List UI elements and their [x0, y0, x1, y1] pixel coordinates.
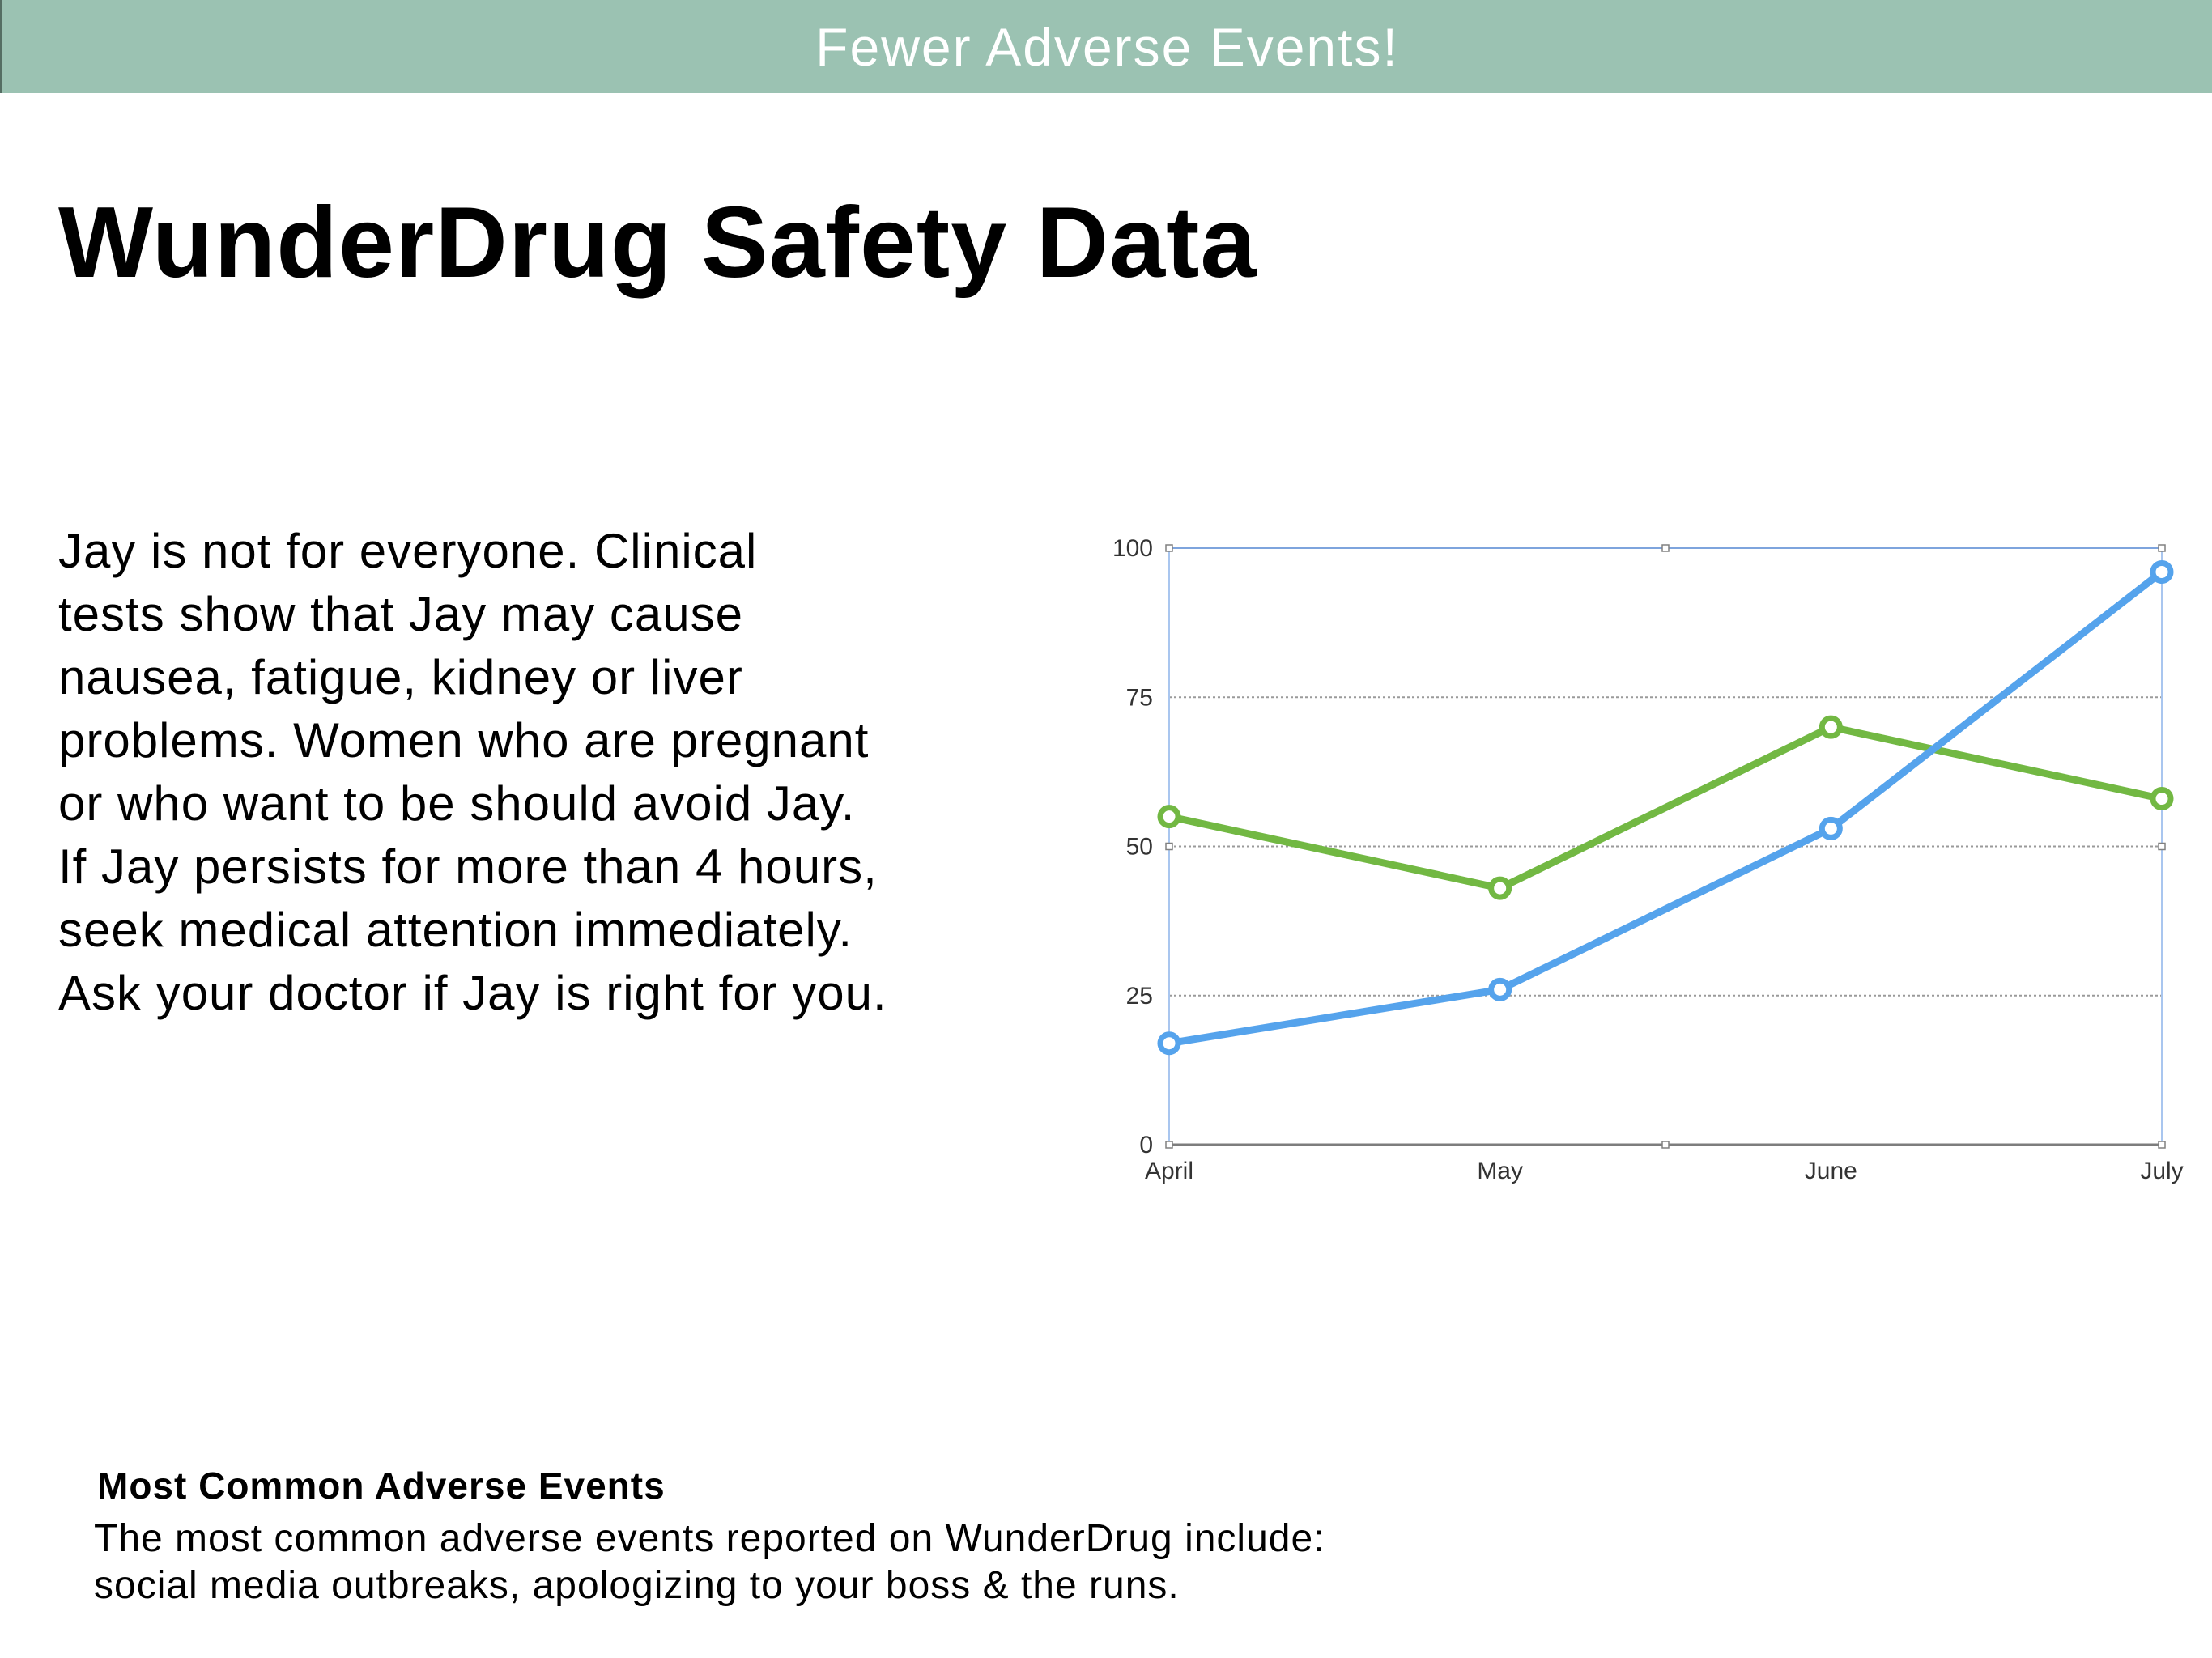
header-banner: Fewer Adverse Events! — [0, 0, 2212, 93]
footer-heading: Most Common Adverse Events — [97, 1465, 666, 1507]
y-tick-label: 0 — [1139, 1132, 1153, 1158]
series-2-point — [2150, 559, 2174, 584]
selection-handle — [2158, 544, 2166, 552]
x-tick-label: May — [1477, 1158, 1523, 1184]
selection-handle — [1165, 544, 1173, 552]
series-2-point — [1157, 1031, 1181, 1056]
y-tick-label: 25 — [1126, 983, 1153, 1010]
footer-text: The most common adverse events reported … — [94, 1517, 1325, 1607]
selection-handle — [1661, 1141, 1670, 1149]
x-tick-label: July — [2140, 1158, 2183, 1184]
series-line-2 — [1165, 568, 2166, 1048]
selection-handle — [1165, 1141, 1173, 1149]
line-chart: 0 25 50 75 100 April May June July — [1085, 518, 2212, 1214]
x-tick-label: June — [1805, 1158, 1857, 1184]
series-1-point — [1488, 876, 1512, 900]
selection-handle — [2158, 1141, 2166, 1149]
series-1-point — [1819, 715, 1843, 739]
selection-handle — [1661, 544, 1670, 552]
y-tick-label: 75 — [1126, 684, 1153, 711]
series-2-point — [1488, 977, 1512, 1001]
y-tick-label: 100 — [1112, 535, 1153, 562]
series-line-1 — [1165, 723, 2166, 892]
banner-text: Fewer Adverse Events! — [815, 16, 1399, 77]
series-2-point — [1819, 816, 1843, 840]
series-1-point — [2150, 787, 2174, 811]
x-tick-label: April — [1145, 1158, 1193, 1184]
selection-handle — [1165, 842, 1173, 851]
series-1-point — [1157, 805, 1181, 829]
selection-handle — [2158, 842, 2166, 851]
page-title: WunderDrug Safety Data — [58, 187, 1257, 299]
y-tick-label: 50 — [1126, 834, 1153, 861]
body-text: Jay is not for everyone. Clinical tests … — [58, 524, 887, 1020]
chart-svg: 0 25 50 75 100 April May June July — [1112, 535, 2184, 1184]
